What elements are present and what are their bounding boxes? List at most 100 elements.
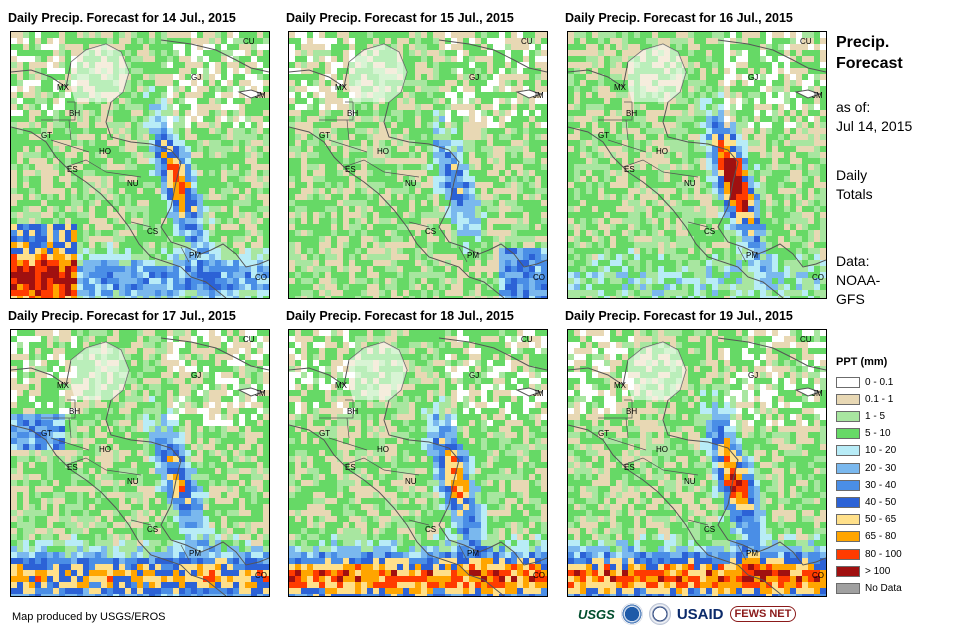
- usaid-seal-icon: [648, 603, 671, 625]
- legend-swatch: [836, 514, 860, 526]
- country-label-pm: PM: [189, 549, 201, 558]
- country-label-co: CO: [533, 571, 545, 580]
- panel-title: Daily Precip. Forecast for 18 Jul., 2015: [286, 309, 514, 323]
- country-label-cs: CS: [704, 227, 715, 236]
- country-label-bh: BH: [69, 109, 80, 118]
- country-label-jm: JM: [533, 91, 544, 100]
- country-label-gj: GJ: [191, 73, 201, 82]
- country-border: [319, 399, 468, 561]
- side-title: Precip. Forecast: [836, 32, 903, 74]
- country-label-ho: HO: [377, 445, 389, 454]
- country-label-cs: CS: [425, 227, 436, 236]
- data-source-text: Data: NOAA- GFS: [836, 252, 880, 309]
- country-label-mx: MX: [335, 83, 348, 92]
- as-of-date: Jul 14, 2015: [836, 118, 913, 134]
- country-border: [41, 101, 190, 263]
- coastline: [515, 387, 543, 397]
- legend-item: 20 - 30: [836, 461, 896, 475]
- legend-title: PPT (mm): [836, 356, 888, 368]
- country-label-nu: NU: [684, 179, 696, 188]
- country-label-es: ES: [345, 165, 356, 174]
- country-label-bh: BH: [69, 407, 80, 416]
- yucatan-landmass: [628, 44, 686, 102]
- country-label-gt: GT: [319, 131, 330, 140]
- coastline: [717, 39, 826, 73]
- noaa-seal-icon: [620, 603, 643, 625]
- data-source-line2: GFS: [836, 291, 865, 307]
- country-label-nu: NU: [127, 477, 139, 486]
- country-label-bh: BH: [626, 407, 637, 416]
- coastline: [438, 39, 547, 73]
- logo-strip: USGS USAID FEWS NET: [578, 600, 797, 628]
- country-label-cu: CU: [521, 335, 533, 344]
- country-label-mx: MX: [335, 381, 348, 390]
- legend-item: 5 - 10: [836, 427, 891, 441]
- yucatan-landmass: [628, 342, 686, 400]
- coastline: [438, 337, 547, 371]
- yucatan-landmass: [349, 342, 407, 400]
- legend-swatch: [836, 376, 860, 388]
- legend-item: > 100: [836, 564, 890, 578]
- country-label-gt: GT: [598, 429, 609, 438]
- panel-title: Daily Precip. Forecast for 15 Jul., 2015: [286, 11, 514, 25]
- country-label-bh: BH: [347, 407, 358, 416]
- country-label-co: CO: [812, 571, 824, 580]
- country-label-nu: NU: [405, 477, 417, 486]
- daily-label: Daily: [836, 167, 868, 183]
- legend-swatch: [836, 582, 860, 594]
- precip-raster: MX BH GT HO ES NU CS PM CU GJ JM CO: [568, 330, 826, 596]
- country-label-gt: GT: [41, 131, 52, 140]
- coastline: [237, 387, 265, 397]
- coastline: [160, 337, 269, 371]
- precip-map: MX BH GT HO ES NU CS PM CU GJ JM CO: [288, 329, 548, 597]
- data-label: Data:: [836, 253, 870, 269]
- map-credit: Map produced by USGS/EROS: [12, 611, 166, 623]
- country-border: [598, 101, 747, 263]
- country-label-es: ES: [67, 463, 78, 472]
- country-label-co: CO: [533, 273, 545, 282]
- legend-label: 0.1 - 1: [865, 393, 894, 405]
- country-label-es: ES: [624, 463, 635, 472]
- country-label-gt: GT: [598, 131, 609, 140]
- coastline: [794, 89, 822, 99]
- country-label-cu: CU: [800, 37, 812, 46]
- country-label-nu: NU: [127, 179, 139, 188]
- country-label-cs: CS: [425, 525, 436, 534]
- forecast-panel-jul18: Daily Precip. Forecast for 18 Jul., 2015…: [286, 309, 548, 597]
- country-label-gj: GJ: [748, 73, 758, 82]
- legend-swatch: [836, 393, 860, 405]
- country-label-co: CO: [255, 273, 267, 282]
- legend-label: 0 - 0.1: [865, 376, 894, 388]
- legend-swatch: [836, 462, 860, 474]
- precip-raster: MX BH GT HO ES NU CS PM CU GJ JM CO: [11, 32, 269, 298]
- coastline: [794, 387, 822, 397]
- panel-title: Daily Precip. Forecast for 17 Jul., 2015: [8, 309, 236, 323]
- yucatan-landmass: [349, 44, 407, 102]
- yucatan-landmass: [71, 342, 129, 400]
- country-label-cs: CS: [147, 227, 158, 236]
- country-label-gj: GJ: [191, 371, 201, 380]
- legend-label: 50 - 65: [865, 514, 897, 526]
- totals-label: Totals: [836, 186, 873, 202]
- data-source-line1: NOAA-: [836, 272, 881, 288]
- legend-swatch: [836, 410, 860, 422]
- legend-swatch: [836, 565, 860, 577]
- fews-net-logo: FEWS NET: [729, 606, 797, 622]
- country-label-es: ES: [624, 165, 635, 174]
- coastline: [237, 89, 265, 99]
- usgs-logo: USGS: [578, 606, 615, 622]
- country-label-pm: PM: [189, 251, 201, 260]
- legend-swatch: [836, 479, 860, 491]
- country-border: [41, 399, 190, 561]
- legend-label: 30 - 40: [865, 479, 897, 491]
- legend-item: 30 - 40: [836, 478, 896, 492]
- legend-label: 20 - 30: [865, 462, 897, 474]
- country-label-nu: NU: [405, 179, 417, 188]
- legend-item: 0.1 - 1: [836, 392, 893, 406]
- forecast-panel-jul17: Daily Precip. Forecast for 17 Jul., 2015…: [8, 309, 270, 597]
- country-label-cu: CU: [243, 37, 255, 46]
- coastline: [717, 337, 826, 371]
- legend-item: 65 - 80: [836, 530, 896, 544]
- panel-title: Daily Precip. Forecast for 16 Jul., 2015: [565, 11, 793, 25]
- country-label-pm: PM: [746, 251, 758, 260]
